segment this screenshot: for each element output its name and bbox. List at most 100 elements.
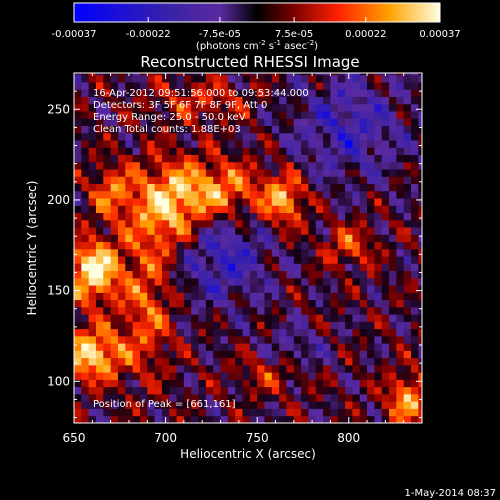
heatmap-cell [286, 154, 295, 163]
heatmap-cell [235, 270, 243, 279]
heatmap-cell [81, 285, 90, 293]
heatmap-cell [308, 169, 317, 177]
heatmap-cell [147, 314, 155, 322]
heatmap-cell [81, 132, 90, 141]
heatmap-cell [132, 379, 141, 388]
heatmap-cell [396, 212, 405, 221]
heatmap-cell [389, 328, 397, 337]
heatmap-cell [418, 74, 422, 83]
heatmap-cell [330, 96, 339, 105]
heatmap-cell [264, 372, 273, 380]
heatmap-cell [293, 73, 302, 76]
heatmap-cell [315, 190, 324, 199]
heatmap-cell [176, 285, 185, 293]
heatmap-cell [381, 350, 390, 359]
heatmap-cell [293, 350, 302, 359]
heatmap-cell [323, 415, 331, 423]
heatmap-cell [154, 147, 163, 155]
heatmap-cell [220, 147, 229, 155]
heatmap-cell [330, 169, 339, 177]
heatmap-cell [147, 328, 155, 337]
heatmap-cell [367, 350, 375, 359]
heatmap-cell [88, 118, 97, 126]
heatmap-cell [403, 256, 412, 264]
heatmap-cell [330, 256, 339, 264]
heatmap-cell [198, 96, 207, 105]
heatmap-cell [88, 386, 97, 395]
heatmap-cell [176, 89, 185, 97]
heatmap-cell [110, 89, 119, 97]
heatmap-cell [81, 74, 90, 83]
heatmap-cell [389, 415, 397, 423]
heatmap-cell [125, 161, 134, 170]
heatmap-cell [257, 74, 265, 83]
heatmap-cell [330, 241, 339, 250]
heatmap-cell [191, 161, 199, 170]
heatmap-cell [235, 408, 243, 417]
heatmap-cell [323, 140, 331, 148]
heatmap-cell [374, 89, 383, 97]
heatmap-cell [198, 140, 207, 148]
heatmap-cell [74, 198, 82, 206]
heatmap-cell [213, 147, 221, 155]
heatmap-cell [132, 96, 141, 105]
heatmap-cell [257, 256, 265, 264]
heatmap-cell [117, 372, 126, 380]
heatmap-cell [396, 190, 405, 199]
heatmap-cell [242, 256, 251, 264]
heatmap-cell [161, 132, 170, 141]
heatmap-cell [161, 82, 170, 90]
heatmap-cell [227, 125, 236, 134]
heatmap-cell [403, 241, 412, 250]
heatmap-cell [198, 103, 207, 112]
heatmap-cell [323, 205, 331, 214]
heatmap-cell [227, 263, 236, 272]
heatmap-cell [381, 415, 390, 423]
heatmap-cell [403, 335, 412, 344]
heatmap-cell [374, 292, 383, 301]
heatmap-cell [315, 198, 324, 206]
heatmap-cell [169, 401, 177, 409]
heatmap-cell [315, 227, 324, 235]
heatmap-cell [74, 292, 82, 301]
heatmap-cell [330, 154, 339, 163]
heatmap-cell [183, 335, 192, 344]
heatmap-cell [286, 270, 295, 279]
heatmap-cell [198, 198, 207, 206]
heatmap-cell [337, 328, 346, 337]
heatmap-cell [367, 125, 375, 134]
heatmap-cell [95, 234, 104, 243]
heatmap-cell [337, 111, 346, 119]
heatmap-cell [81, 343, 90, 351]
heatmap-cell [301, 219, 309, 228]
heatmap-cell [95, 103, 104, 112]
heatmap-cell [249, 364, 258, 373]
heatmap-cell [345, 82, 353, 90]
heatmap-cell [279, 212, 287, 221]
heatmap-cell [352, 379, 361, 388]
heatmap-cell [374, 408, 383, 417]
heatmap-cell [169, 154, 177, 163]
heatmap-cell [154, 125, 163, 134]
heatmap-cell [110, 183, 119, 192]
heatmap-cell [403, 219, 412, 228]
heatmap-cell [345, 350, 353, 359]
heatmap-cell [117, 198, 126, 206]
heatmap-cell [213, 169, 221, 177]
heatmap-cell [117, 227, 126, 235]
heatmap-cell [403, 103, 412, 112]
heatmap-cell [132, 372, 141, 380]
heatmap-cell [403, 285, 412, 293]
heatmap-cell [315, 263, 324, 272]
heatmap-cell [154, 241, 163, 250]
heatmap-cell [271, 241, 280, 250]
heatmap-cell [264, 183, 273, 192]
heatmap-cell [374, 154, 383, 163]
heatmap-cell [191, 125, 199, 134]
heatmap-cell [213, 379, 221, 388]
heatmap-cell [235, 154, 243, 163]
heatmap-cell [198, 386, 207, 395]
heatmap-cell [227, 118, 236, 126]
y-tick-label: 100 [47, 374, 70, 388]
heatmap-cell [315, 111, 324, 119]
